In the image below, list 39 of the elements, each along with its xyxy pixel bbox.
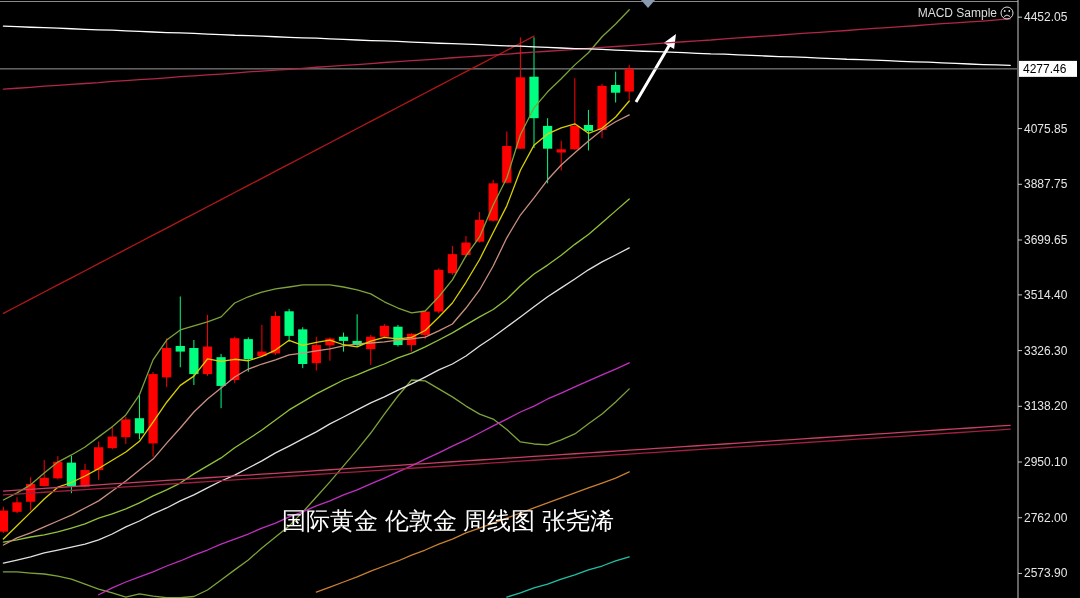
candlestick: [338, 332, 349, 353]
y-tick-label: 3138.20: [1024, 399, 1068, 414]
candlestick: [624, 64, 634, 101]
line-series: [2, 198, 630, 543]
y-tick-label: 3514.40: [1024, 287, 1068, 302]
candlestick: [542, 117, 553, 184]
candlestick: [311, 336, 321, 372]
y-tick-label: 3326.30: [1024, 343, 1068, 358]
candlestick: [556, 140, 566, 172]
candlestick: [583, 109, 594, 151]
candlestick: [121, 416, 131, 445]
line-series: [2, 247, 630, 564]
line-series: [2, 9, 630, 501]
candlestick: [107, 425, 117, 450]
line-series: [2, 25, 1011, 67]
line-series: [2, 379, 630, 598]
y-tick-label: 4452.05: [1024, 10, 1068, 25]
y-tick-label: 2950.10: [1024, 455, 1068, 470]
candlestick: [66, 455, 77, 494]
candlestick: [175, 295, 185, 368]
candlestick: [243, 336, 253, 373]
y-tick-label: 3887.75: [1024, 177, 1068, 192]
annotation: MACD Sample: [917, 6, 998, 20]
candlestick: [39, 459, 49, 488]
candlestick: [611, 71, 621, 103]
ref-line-label: 4277.46: [1023, 61, 1067, 76]
candlestick: [134, 393, 145, 440]
y-tick-label: 2762.00: [1024, 510, 1068, 525]
y-tick-label: 4075.85: [1024, 121, 1068, 136]
y-tick-label: 3699.65: [1024, 233, 1068, 248]
line-series: [2, 35, 535, 315]
y-tick-label: 2573.90: [1024, 566, 1068, 581]
candlestick: [94, 441, 104, 481]
line-series: [506, 556, 630, 598]
candlestick: [461, 235, 471, 258]
candlestick: [0, 506, 9, 534]
line-series: [97, 362, 630, 596]
candlestick: [447, 245, 457, 276]
candlestick: [570, 77, 580, 151]
